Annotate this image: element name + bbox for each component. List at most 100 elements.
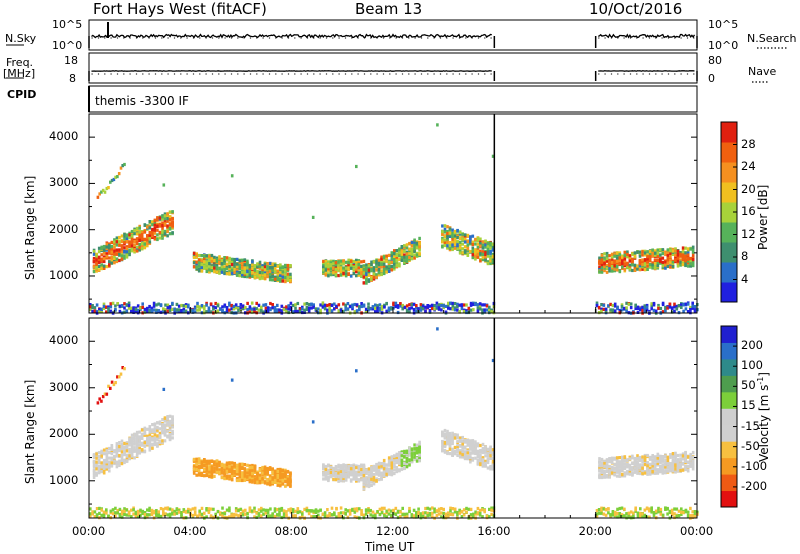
range-cell [279,484,282,488]
range-cell [674,258,677,262]
range-cell [156,421,159,425]
range-cell [466,233,470,237]
range-cell [686,257,690,261]
range-cell [344,308,347,312]
range-cell [286,272,290,276]
range-cell [251,274,254,278]
range-cell [419,305,423,310]
range-cell [200,472,204,476]
range-cell [365,269,368,273]
range-cell [266,472,269,476]
range-cell [471,246,475,250]
range-cell [238,259,242,263]
range-cell [110,446,114,450]
freq-unit-label: [MHz] [3,67,36,80]
range-cell [241,473,244,477]
range-cell [460,307,464,311]
range-cell [296,309,300,314]
range-cell [405,450,409,455]
range-cell [258,473,262,477]
range-cell [273,267,277,271]
range-cell [198,305,201,309]
range-cell [682,302,685,306]
range-cell [365,263,368,267]
range-cell [213,474,216,478]
range-cell [273,480,277,484]
range-cell [668,302,672,306]
range-cell [205,301,208,305]
range-cell [92,456,96,460]
range-cell [159,310,163,314]
range-cell [108,246,111,250]
range-cell [276,480,280,485]
range-cell [479,237,482,241]
range-cell [155,310,158,314]
range-cell [307,302,311,307]
range-cell [367,268,371,272]
range-cell [148,430,152,434]
range-cell [405,310,409,314]
range-cell [600,270,604,274]
range-cell [241,476,244,480]
range-cell [605,259,609,263]
range-cell [113,240,116,244]
range-cell [143,307,147,311]
range-cell [408,446,411,450]
range-cell [110,444,114,448]
range-cell [238,274,242,278]
range-cell [208,475,211,479]
range-cell [395,249,399,253]
range-cell [372,482,376,486]
range-cell [365,481,368,485]
range-cell [284,268,287,272]
range-cell [608,262,611,266]
range-cell [148,427,152,431]
range-cell [146,225,149,229]
range-cell [360,302,363,306]
range-cell [334,267,338,271]
range-cell [253,264,257,268]
range-cell [393,459,396,463]
range-cell [382,472,386,476]
range-cell [488,305,491,309]
range-cell [253,265,257,269]
range-cell [225,463,229,467]
range-cell [380,269,383,273]
range-cell [207,308,211,312]
range-cell [197,467,201,471]
range-cell [342,262,345,266]
range-cell [370,466,373,470]
range-cell [132,310,135,314]
range-cell [443,428,447,433]
range-cell [415,456,419,460]
nsearch-tick-low: 10^0 [708,39,739,52]
range-cell [151,442,154,446]
range-cell [220,270,224,274]
range-cell [372,269,376,273]
range-cell [100,470,103,474]
range-cell [390,251,394,255]
range-cell [289,471,292,475]
range-cell [393,252,396,256]
range-cell [294,306,297,310]
range-cell [471,240,475,244]
range-cell [205,469,209,473]
nsky-tick-low: 10^0 [52,39,83,52]
range-cell [669,258,672,262]
range-cell [228,475,231,479]
range-cell [246,266,249,270]
range-cell [327,476,330,480]
range-cell [648,249,652,254]
range-cell [301,307,304,311]
range-cell [215,266,219,270]
range-cell [479,249,482,253]
range-cell [441,240,444,244]
range-cell [156,233,159,237]
range-cell [418,453,421,457]
range-cell [344,472,348,476]
range-cell [130,309,133,314]
range-cell [203,460,206,464]
range-cell [418,242,421,246]
freq-tick-low: 8 [69,72,76,85]
range-cell [375,477,378,481]
